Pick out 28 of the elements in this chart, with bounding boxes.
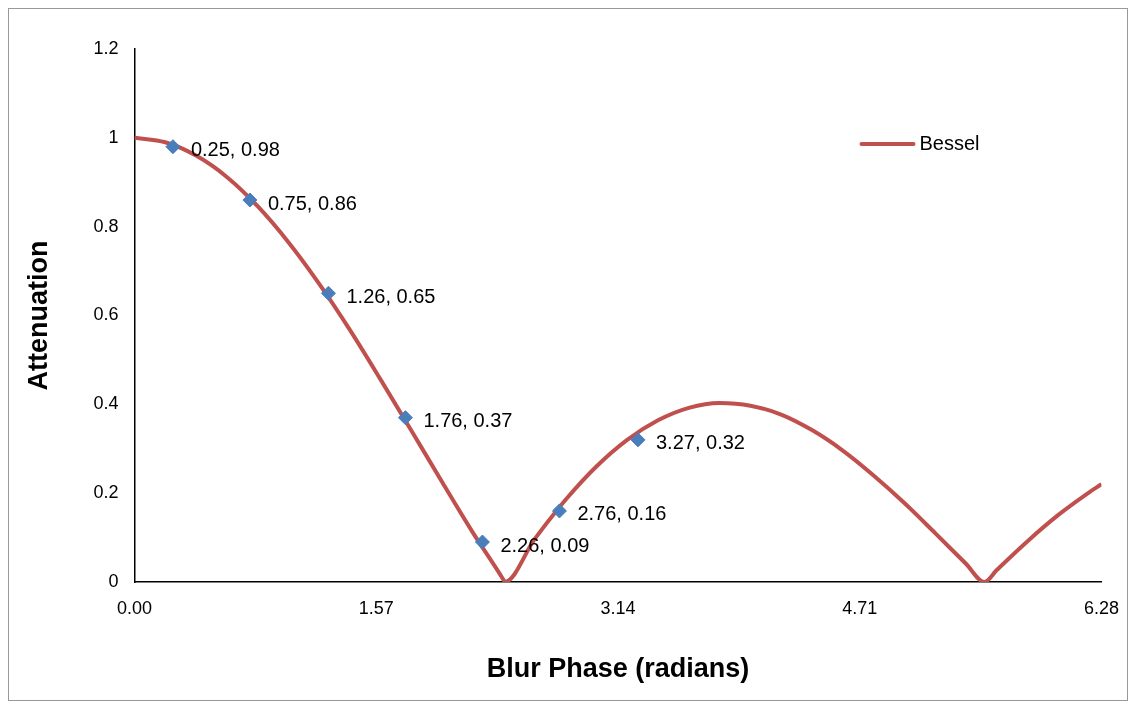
point [397,410,413,426]
point [630,432,646,448]
data-label: 2.76, 0.16 [577,502,667,525]
y-tick-label: 0.4 [93,393,119,414]
point [551,503,567,519]
data-label: 3.27, 0.32 [655,431,745,454]
point [474,534,490,550]
legend-label: Bessel [919,131,980,154]
y-tick-label: 1.2 [93,37,119,58]
x-tick-label: 3.14 [600,597,636,618]
x-tick-label: 6.28 [1083,597,1120,618]
y-tick-label: 0.2 [93,482,119,503]
point [320,285,336,301]
y-axis-title: Attenuation [22,240,53,391]
data-label: 0.75, 0.86 [267,191,357,214]
y-tick-label: 0 [108,570,119,591]
data-label: 1.76, 0.37 [423,409,513,432]
x-tick-label: 1.57 [358,597,394,618]
point [242,192,258,208]
y-tick-label: 0.8 [93,215,119,236]
y-tick-label: 1 [108,126,119,147]
x-tick-label: 4.71 [842,597,878,618]
data-label: 0.25, 0.98 [190,138,280,161]
point [165,139,181,155]
x-axis-title: Blur Phase (radians) [486,653,750,684]
y-tick-label: 0.6 [93,304,119,325]
x-tick-label: 0.00 [116,597,152,618]
data-label: 1.26, 0.65 [346,284,436,307]
